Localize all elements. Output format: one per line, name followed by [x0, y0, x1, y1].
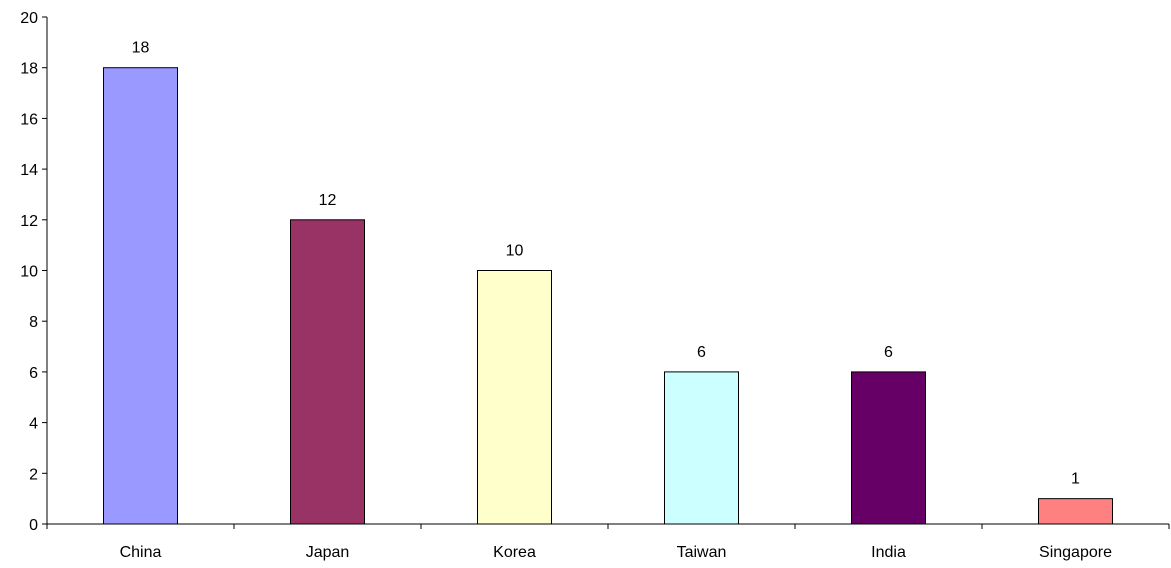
y-axis: 0 2 4 6 8 10 12 14 16 18 20 — [20, 10, 48, 534]
bar-china — [103, 67, 178, 525]
data-label: 6 — [697, 344, 706, 361]
bars — [103, 67, 1113, 525]
x-tick-label: Taiwan — [677, 544, 727, 561]
x-tick-label: Korea — [493, 544, 536, 561]
data-labels: 18 12 10 6 6 1 — [132, 40, 1080, 488]
data-label: 18 — [132, 40, 150, 57]
bar-korea — [477, 270, 552, 525]
y-tick-label: 16 — [20, 111, 38, 128]
bar-singapore — [1038, 498, 1113, 525]
y-tick-label: 18 — [20, 61, 38, 78]
bar-taiwan — [664, 371, 739, 525]
y-tick-label: 0 — [29, 517, 38, 534]
y-tick-label: 10 — [20, 264, 38, 281]
y-tick-label: 4 — [29, 416, 38, 433]
x-tick-label: Singapore — [1039, 544, 1112, 561]
y-tick-label: 14 — [20, 162, 38, 179]
x-tick-label: Japan — [306, 544, 350, 561]
y-tick-label: 8 — [29, 314, 38, 331]
data-label: 6 — [884, 344, 893, 361]
data-label: 10 — [506, 243, 524, 260]
x-tick-label: India — [871, 544, 906, 561]
x-tick-label: China — [120, 544, 162, 561]
bar-india — [851, 371, 926, 525]
bar-japan — [290, 219, 365, 525]
y-tick-label: 12 — [20, 213, 38, 230]
y-tick-label: 6 — [29, 365, 38, 382]
data-label: 1 — [1071, 471, 1080, 488]
data-label: 12 — [319, 192, 337, 209]
x-axis: China Japan Korea Taiwan India Singapore — [46, 523, 1170, 561]
y-tick-label: 20 — [20, 10, 38, 27]
y-tick-label: 2 — [29, 466, 38, 483]
